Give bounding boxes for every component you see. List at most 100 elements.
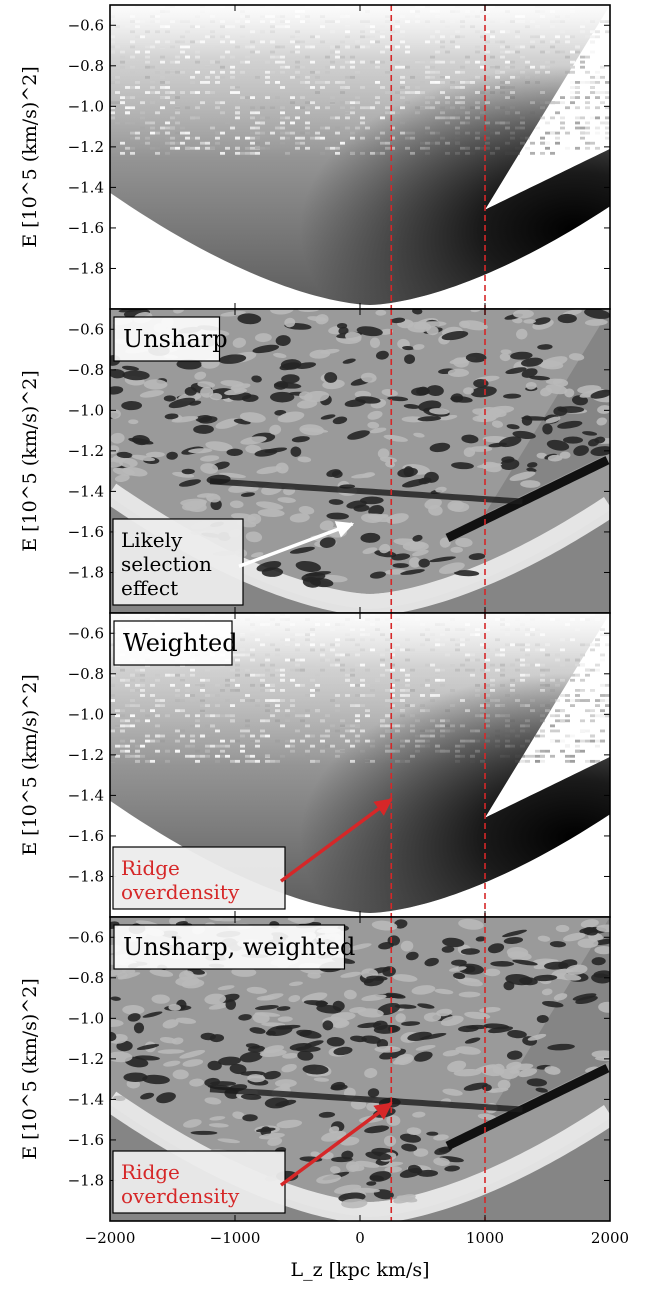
texture-blob bbox=[164, 413, 179, 420]
texture-blob bbox=[509, 1069, 521, 1074]
texture-blob bbox=[348, 1164, 365, 1172]
texture-blob bbox=[480, 1065, 505, 1077]
texture-blob bbox=[461, 434, 479, 444]
texture-blob bbox=[433, 1134, 449, 1141]
texture-blob bbox=[458, 1025, 479, 1033]
texture-blob bbox=[447, 1060, 467, 1073]
texture-blob bbox=[194, 371, 207, 380]
texture-blob bbox=[349, 1007, 367, 1013]
texture-blob bbox=[375, 309, 387, 316]
texture-blob bbox=[231, 967, 257, 977]
texture-blob bbox=[114, 474, 130, 482]
panel-label-box bbox=[113, 620, 233, 666]
texture-blob bbox=[532, 317, 551, 325]
texture-blob bbox=[521, 368, 538, 378]
texture-blob bbox=[229, 500, 244, 509]
texture-blob bbox=[197, 381, 216, 388]
texture-blob bbox=[518, 1068, 538, 1078]
texture-blob bbox=[345, 331, 362, 342]
texture-blob bbox=[200, 386, 214, 398]
texture-blob bbox=[501, 456, 515, 463]
texture-blob bbox=[117, 972, 141, 980]
texture-blob bbox=[214, 917, 242, 922]
texture-blob bbox=[462, 387, 474, 395]
texture-blob bbox=[361, 994, 387, 1002]
texture-blob bbox=[384, 1166, 402, 1173]
texture-blob bbox=[229, 1063, 247, 1075]
texture-blob bbox=[412, 344, 425, 350]
texture-blob bbox=[521, 416, 550, 421]
texture-blob bbox=[472, 414, 497, 423]
texture-blob bbox=[390, 317, 406, 324]
texture-blob bbox=[346, 500, 367, 509]
texture-blob bbox=[332, 1000, 345, 1012]
texture-blob bbox=[249, 1027, 266, 1034]
texture-blob bbox=[529, 375, 550, 381]
texture-blob bbox=[251, 375, 262, 383]
panel-label: Unsharp bbox=[123, 325, 228, 353]
texture-blob bbox=[298, 506, 315, 515]
texture-blob bbox=[590, 446, 610, 456]
panel-label-box bbox=[113, 316, 221, 362]
annotation-box bbox=[112, 846, 286, 910]
texture-blob bbox=[542, 423, 553, 435]
texture-blob bbox=[226, 448, 243, 456]
texture-blob bbox=[219, 472, 246, 478]
texture-blob bbox=[208, 1002, 231, 1010]
texture-blob bbox=[391, 553, 411, 561]
texture-blob bbox=[401, 416, 426, 423]
texture-blob bbox=[400, 940, 414, 952]
texture-blob bbox=[252, 1012, 270, 1024]
texture-blob bbox=[276, 1119, 303, 1129]
texture-blob bbox=[512, 959, 538, 966]
texture-blob bbox=[491, 420, 504, 428]
texture-blob bbox=[394, 1004, 417, 1009]
texture-blob bbox=[178, 970, 194, 981]
texture-blob bbox=[381, 389, 398, 397]
texture-blob bbox=[584, 319, 608, 326]
texture-blob bbox=[178, 479, 201, 487]
texture-blob bbox=[377, 448, 390, 459]
texture-blob bbox=[402, 478, 429, 488]
texture-blob bbox=[598, 1001, 610, 1013]
texture-blob bbox=[280, 359, 302, 370]
texture-blob bbox=[175, 1017, 197, 1024]
texture-blob bbox=[444, 1165, 460, 1172]
texture-blob bbox=[200, 1032, 216, 1041]
texture-blob bbox=[319, 520, 334, 531]
texture-blob bbox=[441, 946, 455, 953]
texture-blob bbox=[232, 337, 246, 348]
texture-blob bbox=[225, 999, 237, 1010]
texture-blob bbox=[341, 1150, 354, 1160]
panel-4: −0.6 −0.8 −1.0 −1.2 −1.4 −1.6 −1.8 E [10^5 (km/… bbox=[19, 916, 611, 1222]
texture-blob bbox=[544, 961, 569, 970]
texture-blob bbox=[536, 452, 548, 459]
panel-2: −0.6 −0.8 −1.0 −1.2 −1.4 −1.6 −1.8 E [10^5 (km/… bbox=[19, 308, 611, 614]
texture-blob bbox=[498, 436, 522, 448]
texture-blob bbox=[204, 1097, 222, 1105]
texture-blob bbox=[239, 412, 266, 423]
texture-blob bbox=[448, 966, 467, 972]
texture-blob bbox=[490, 961, 515, 967]
y-tick-label: −1.6 bbox=[68, 1131, 104, 1149]
texture-blob bbox=[139, 390, 164, 398]
texture-blob bbox=[162, 1019, 179, 1029]
texture-blob bbox=[392, 563, 409, 568]
texture-blob bbox=[399, 1168, 423, 1178]
texture-blob bbox=[136, 1044, 160, 1050]
texture-blob bbox=[145, 451, 165, 458]
texture-blob bbox=[477, 1113, 497, 1120]
annotation-text: selection bbox=[121, 552, 212, 576]
texture-blob bbox=[520, 480, 541, 488]
y-tick-label: −0.6 bbox=[68, 928, 104, 946]
texture-blob bbox=[159, 1037, 177, 1044]
texture-blob bbox=[412, 549, 429, 557]
y-tick-label: −1.8 bbox=[68, 259, 104, 277]
texture-blob bbox=[232, 1111, 245, 1120]
texture-blob bbox=[506, 947, 529, 958]
texture-blob bbox=[269, 391, 295, 403]
texture-blob bbox=[591, 957, 606, 966]
texture-blob bbox=[122, 1005, 145, 1015]
texture-blob bbox=[319, 537, 336, 548]
x-tick-label: −1000 bbox=[210, 1229, 261, 1247]
